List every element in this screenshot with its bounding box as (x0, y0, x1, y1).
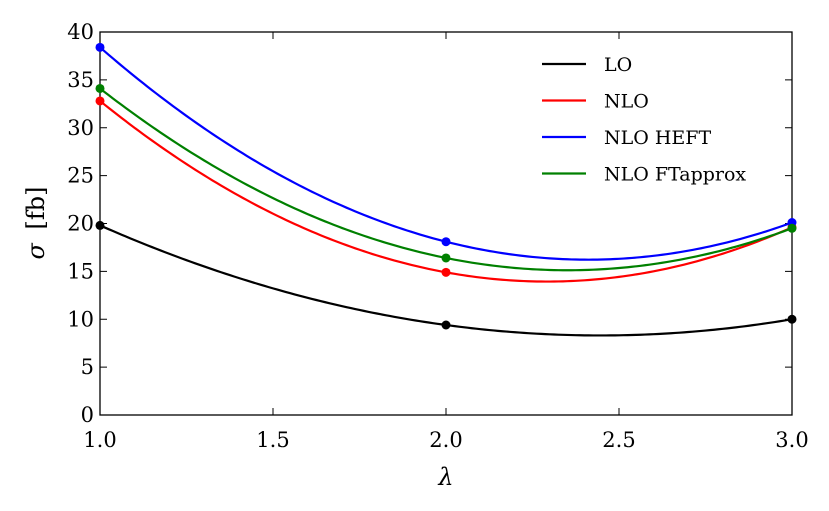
y-tick-label: 5 (81, 355, 94, 379)
svg-text:σ [fb]: σ [fb] (22, 186, 50, 259)
data-point (95, 96, 105, 106)
y-tick-label: 40 (67, 20, 94, 44)
data-point (441, 253, 451, 263)
x-tick-label: 1.5 (256, 428, 289, 452)
y-tick-label: 15 (67, 259, 94, 283)
axis-ticks: 1.0 1.5 2.0 2.5 3.0 0 5 10 15 20 25 30 35 40 (67, 20, 808, 452)
data-point (95, 83, 105, 93)
data-point (95, 220, 105, 230)
data-point (441, 320, 451, 330)
y-tick-label: 10 (67, 307, 94, 331)
data-point (787, 223, 797, 233)
data-point (95, 42, 105, 52)
y-axis-label: σ [fb] (22, 186, 50, 259)
y-tick-label: 25 (67, 164, 94, 188)
data-point (441, 267, 451, 277)
legend-label: LO (604, 54, 632, 76)
y-axis-unit: [fb] (22, 186, 50, 229)
data-point (441, 237, 451, 247)
legend: LO NLO NLO HEFT NLO FTapprox (542, 54, 746, 186)
x-tick-label: 2.0 (429, 428, 462, 452)
x-tick-label: 1.0 (83, 428, 116, 452)
x-axis-label: λ (437, 463, 453, 491)
y-tick-label: 35 (67, 68, 94, 92)
x-tick-label: 2.5 (602, 428, 635, 452)
legend-label: NLO FTapprox (604, 164, 746, 186)
series-line (99, 46, 793, 261)
plot-frame (99, 31, 793, 416)
y-tick-label: 30 (67, 116, 94, 140)
y-tick-label: 0 (81, 403, 94, 427)
data-point (787, 314, 797, 324)
y-axis-symbol: σ (22, 243, 50, 260)
y-tick-label: 20 (67, 212, 94, 236)
x-tick-label: 3.0 (775, 428, 808, 452)
legend-label: NLO (604, 91, 649, 113)
series-points (95, 42, 797, 330)
series-lines (99, 46, 793, 337)
legend-label: NLO HEFT (604, 127, 711, 149)
